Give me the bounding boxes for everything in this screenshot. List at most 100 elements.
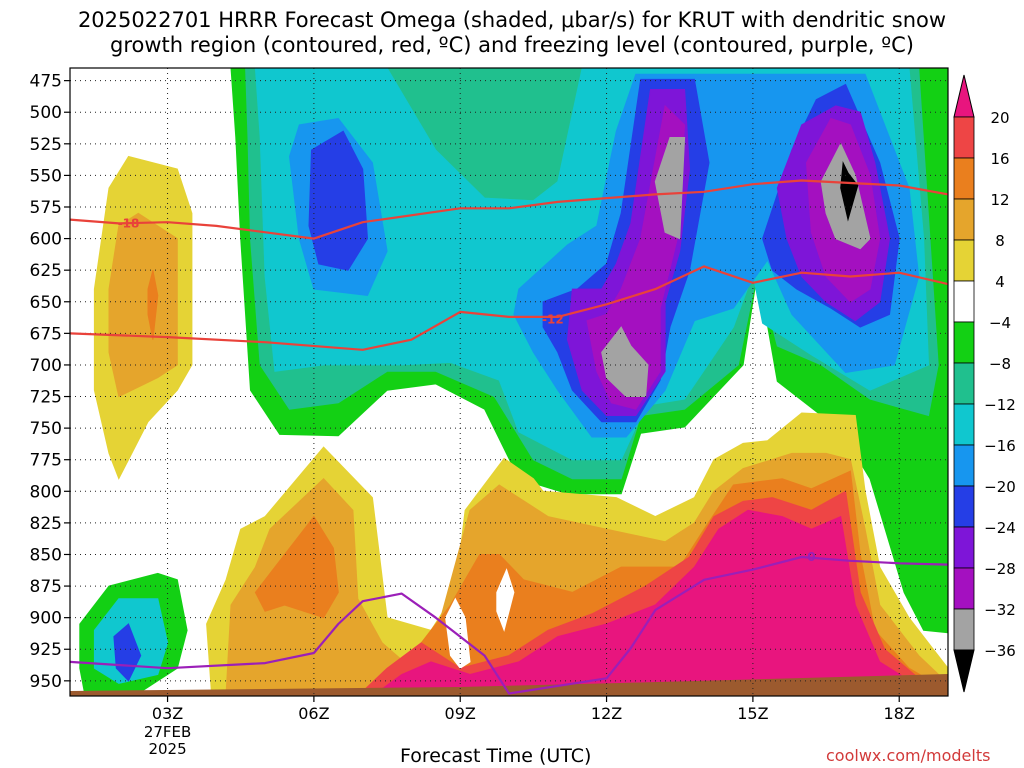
x-tick-sublabel-1: 2025 bbox=[148, 740, 186, 758]
y-tick-label-925: 925 bbox=[30, 640, 62, 660]
colorbar-label-7: −12 bbox=[984, 396, 1016, 414]
region-omega-le-neg8-sw bbox=[79, 572, 188, 694]
x-tick-sublabel-0: 27FEB bbox=[144, 723, 191, 741]
x-tick-label-06Z: 06Z bbox=[298, 704, 329, 723]
region-omega-le-neg36-c bbox=[820, 142, 871, 250]
x-tick-label-03Z: 03Z bbox=[152, 704, 183, 723]
region-omega-le-neg24-ne bbox=[762, 83, 900, 328]
colorbar-swatch-2 bbox=[953, 157, 975, 200]
chart-title-line1: 2025022701 HRRR Forecast Omega (shaded, … bbox=[77, 8, 947, 32]
region-omega-le-neg24 bbox=[308, 130, 369, 271]
ground-layer bbox=[70, 674, 948, 696]
colorbar-top-arrow bbox=[953, 74, 975, 118]
colorbar-label-2: 12 bbox=[990, 191, 1009, 209]
x-axis-title: Forecast Time (UTC) bbox=[400, 745, 592, 767]
x-tick-label-18Z: 18Z bbox=[884, 704, 915, 723]
y-tick-label-775: 775 bbox=[30, 451, 62, 471]
region-omega-le-neg24-east bbox=[542, 78, 710, 423]
dgz-contour-0-label-bg bbox=[115, 215, 143, 231]
y-tick-label-850: 850 bbox=[30, 545, 62, 565]
colorbar-label-12: −32 bbox=[984, 601, 1016, 619]
plot-frame bbox=[69, 67, 949, 697]
colorbar-swatch-8 bbox=[953, 403, 975, 446]
region-omega-le-neg20 bbox=[288, 117, 388, 296]
region-omega-ge-4-low bbox=[206, 412, 948, 696]
colorbar-label-3: 8 bbox=[995, 232, 1005, 250]
region-omega-ge-12-west bbox=[147, 270, 159, 340]
y-tick-label-675: 675 bbox=[30, 324, 62, 344]
region-omega-le-neg32-ne bbox=[805, 117, 881, 303]
colorbar-label-0: 20 bbox=[990, 109, 1009, 127]
y-tick-label-900: 900 bbox=[30, 609, 62, 629]
y-tick-label-600: 600 bbox=[30, 230, 62, 250]
colorbar-label-11: −28 bbox=[984, 560, 1016, 578]
freezing-level-contour-label-bg bbox=[797, 549, 825, 565]
colorbar-swatch-5 bbox=[953, 280, 975, 323]
region-omega-le-neg36-a bbox=[601, 326, 649, 397]
colorbar-label-8: −16 bbox=[984, 437, 1016, 455]
colorbar-swatch-1 bbox=[953, 116, 975, 159]
y-tick-label-725: 725 bbox=[30, 388, 62, 408]
dgz-contour-1-label: -12 bbox=[542, 312, 564, 326]
colorbar-swatch-12 bbox=[953, 567, 975, 610]
colorbar-swatch-6 bbox=[953, 321, 975, 364]
colorbar-swatch-11 bbox=[953, 526, 975, 569]
y-tick-label-875: 875 bbox=[30, 577, 62, 597]
region-omega-ge-8-low bbox=[225, 452, 948, 696]
y-tick-label-575: 575 bbox=[30, 198, 62, 218]
y-tick-label-525: 525 bbox=[30, 135, 62, 155]
region-omega-ge-20-low bbox=[371, 509, 948, 696]
omega-shading-layer bbox=[70, 68, 948, 696]
region-omega-ge-12-low-east bbox=[410, 470, 948, 696]
plot-background bbox=[70, 68, 948, 696]
colorbar-label-5: −4 bbox=[989, 314, 1011, 332]
colorbar-swatch-4 bbox=[953, 239, 975, 282]
y-tick-label-800: 800 bbox=[30, 482, 62, 502]
colorbar: 20 16 12 8 4 −4 −8 −12 −16 −20 −24 −28 −32 −36 bbox=[953, 74, 1016, 693]
dgz-contour-0 bbox=[70, 179, 948, 240]
chart-title-line2: growth region (contoured, red, ºC) and f… bbox=[110, 33, 914, 57]
y-tick-label-650: 650 bbox=[30, 293, 62, 313]
region-omega-le-neg32 bbox=[586, 104, 686, 410]
freezing-level-contour-label: 0 bbox=[807, 550, 815, 564]
x-tick-label-15Z: 15Z bbox=[737, 704, 768, 723]
region-omega-le-neg20-east bbox=[513, 73, 920, 438]
region-omega-ge-16-low bbox=[357, 490, 948, 696]
colorbar-label-4: 4 bbox=[995, 273, 1005, 291]
dgz-contour-1-label-bg bbox=[539, 311, 567, 327]
ground-terrain bbox=[70, 674, 948, 696]
y-tick-label-625: 625 bbox=[30, 261, 62, 281]
colorbar-swatch-7 bbox=[953, 362, 975, 405]
colorbar-swatch-9 bbox=[953, 444, 975, 487]
x-tick-label-12Z: 12Z bbox=[591, 704, 622, 723]
colorbar-bottom-arrow bbox=[953, 649, 975, 693]
region-omega-le-neg16-sw bbox=[93, 598, 169, 684]
region-omega-ge-4-west bbox=[93, 155, 193, 480]
region-omega-ge-4-low-hole bbox=[445, 597, 471, 669]
colorbar-label-10: −24 bbox=[984, 519, 1016, 537]
colorbar-label-6: −8 bbox=[989, 355, 1011, 373]
region-omega-le-neg24-sw bbox=[113, 623, 142, 682]
grid-layer bbox=[70, 68, 948, 696]
y-tick-label-475: 475 bbox=[30, 72, 62, 92]
colorbar-swatch-10 bbox=[953, 485, 975, 528]
region-omega-le-neg28-ne bbox=[776, 105, 891, 322]
y-tick-label-500: 500 bbox=[30, 103, 62, 123]
dgz-contour-0-label: -18 bbox=[118, 216, 140, 230]
region-omega-ge-8-west bbox=[108, 212, 178, 398]
region-omega-le-neg36-b bbox=[654, 137, 686, 240]
colorbar-label-9: −20 bbox=[984, 478, 1016, 496]
freezing-level-contour bbox=[70, 555, 948, 695]
x-tick-label-09Z: 09Z bbox=[445, 704, 476, 723]
region-omega-le-neg40 bbox=[840, 160, 859, 222]
y-tick-label-550: 550 bbox=[30, 166, 62, 186]
y-tick-label-700: 700 bbox=[30, 356, 62, 376]
colorbar-label-1: 16 bbox=[990, 150, 1009, 168]
credit-link[interactable]: coolwx.com/modelts bbox=[826, 746, 991, 765]
colorbar-swatch-3 bbox=[953, 198, 975, 241]
y-tick-label-950: 950 bbox=[30, 672, 62, 692]
colorbar-label-13: −36 bbox=[984, 642, 1016, 660]
y-tick-label-825: 825 bbox=[30, 514, 62, 534]
